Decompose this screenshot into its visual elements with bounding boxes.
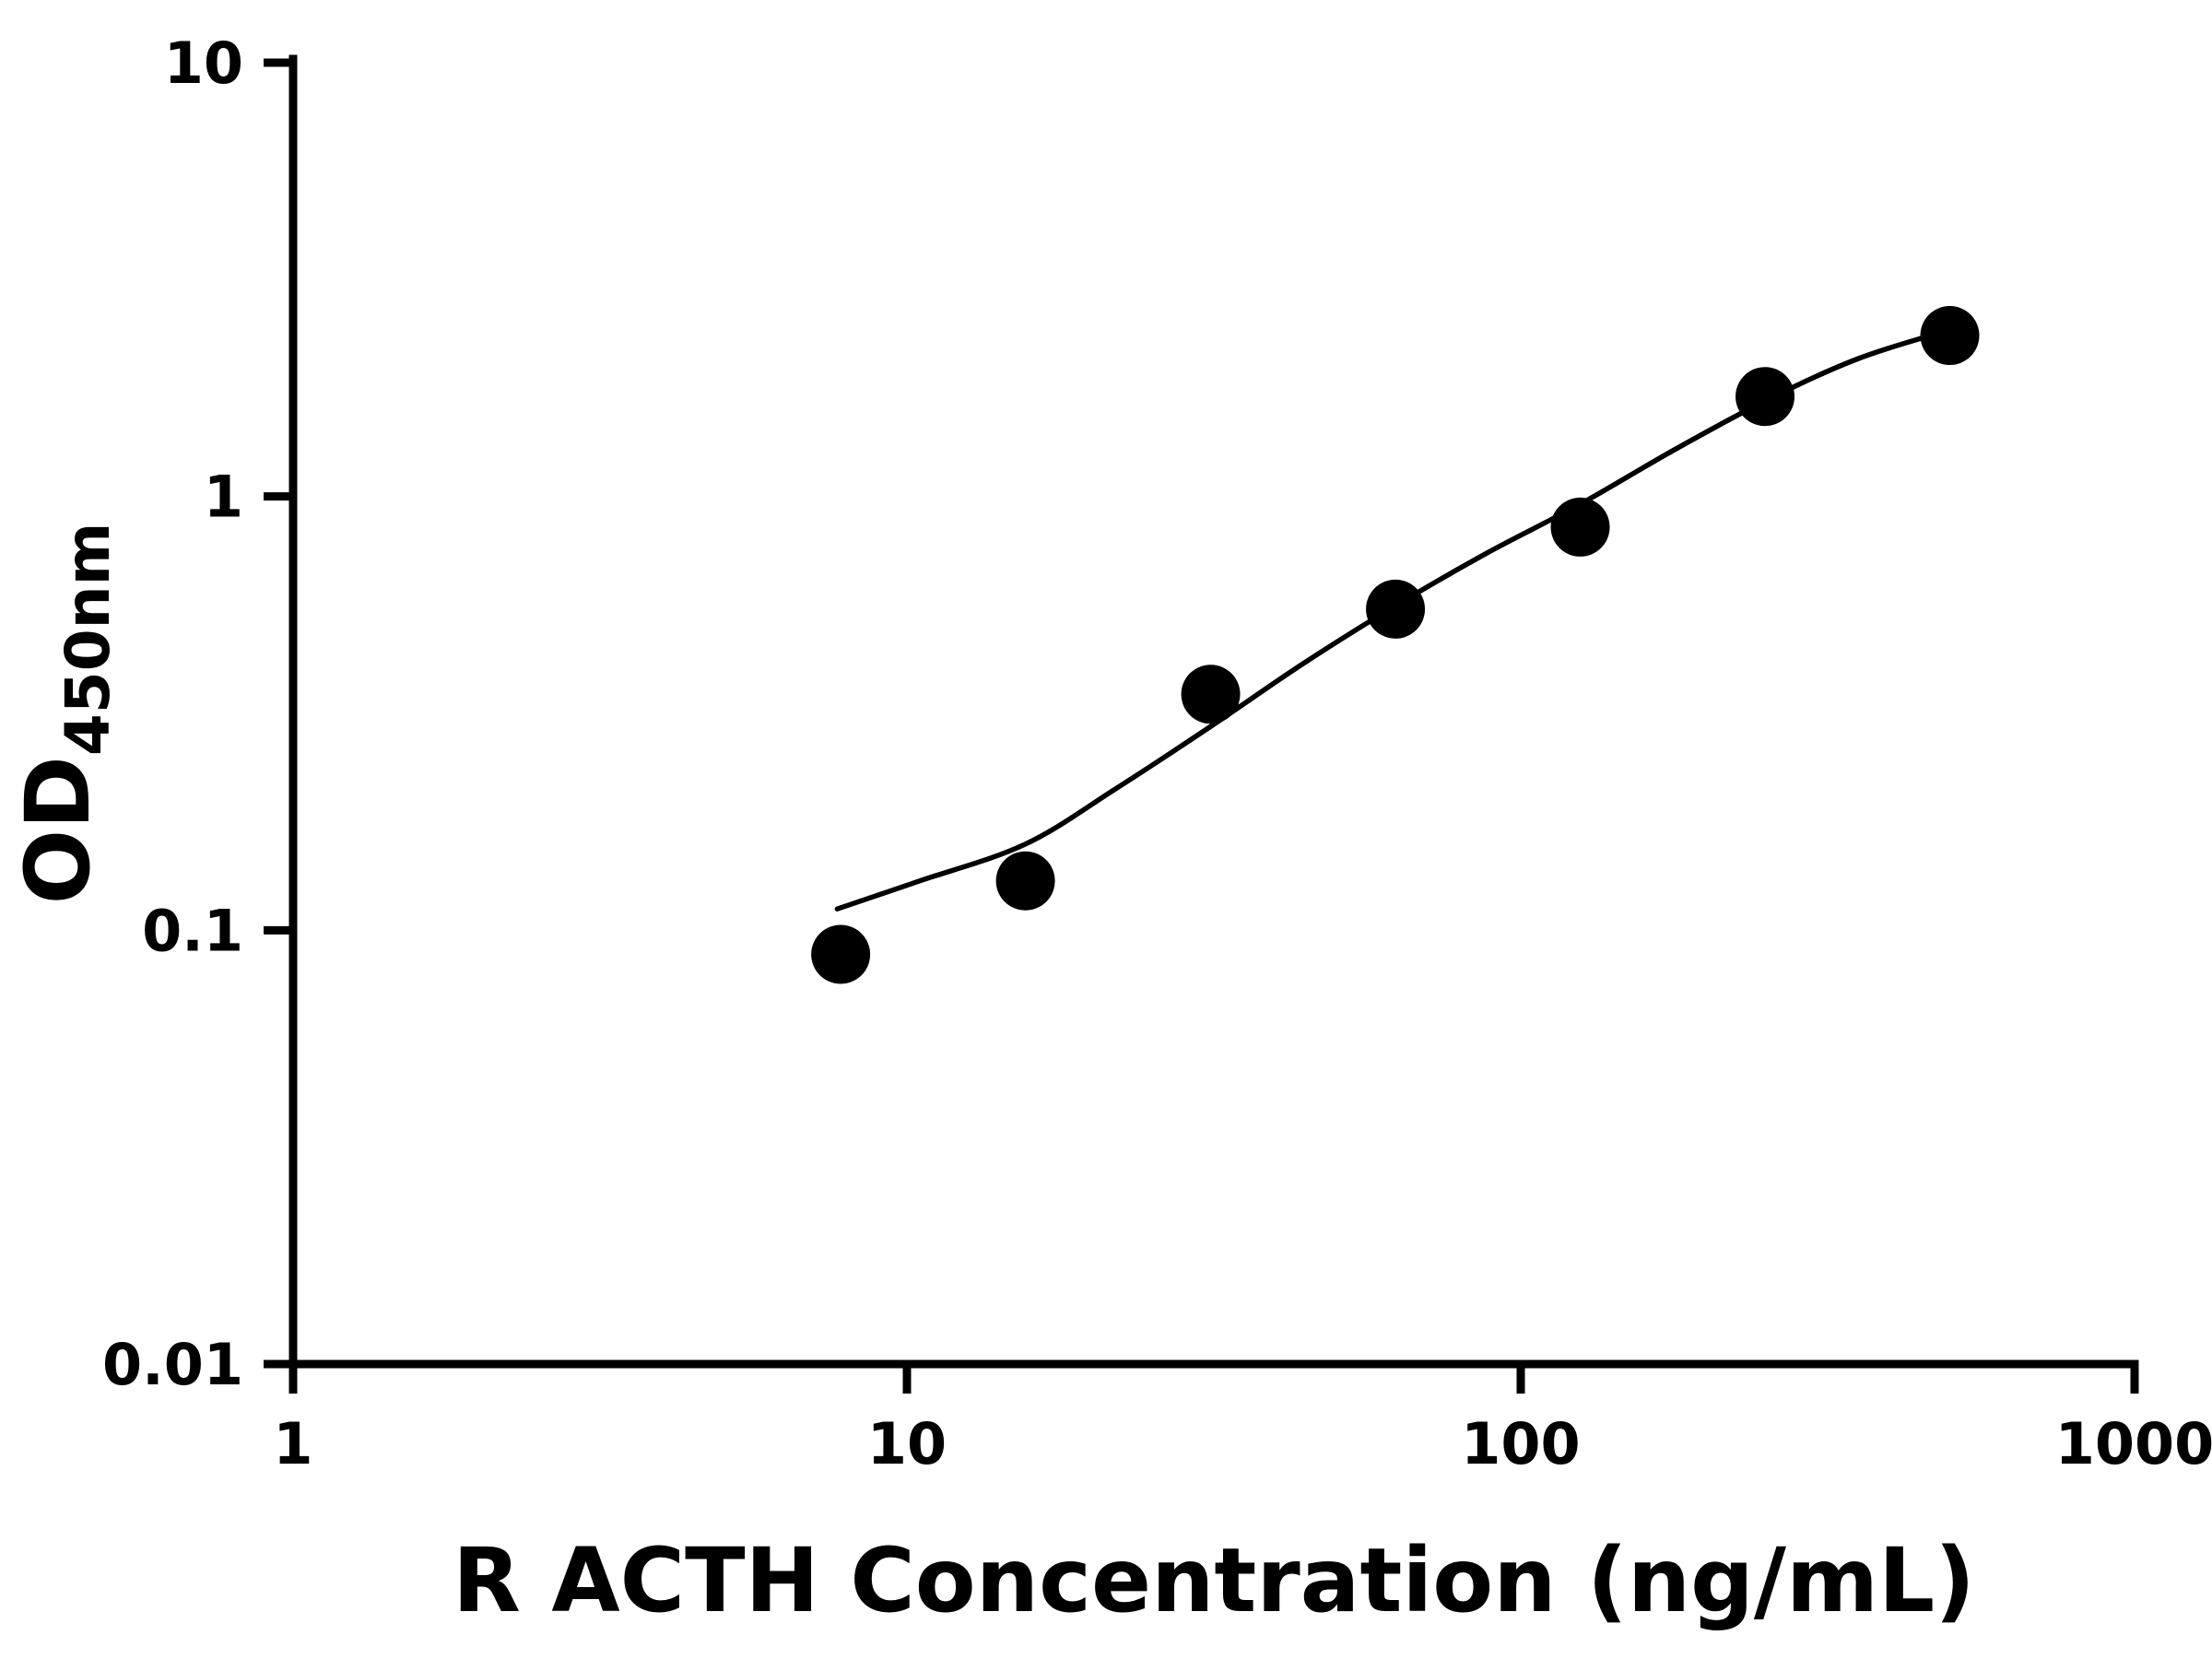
x-tick-label: 10 [867,1410,947,1477]
axis-titles-group: R ACTH Concentration (ng/mL) OD450nm [6,523,1975,1632]
y-axis-title-main: OD [6,756,110,904]
y-tick-label: 0.01 [102,1331,243,1398]
tick-labels-group: 1 10 100 1000 10 1 0.1 0.01 [102,29,2212,1477]
y-axis-title: OD450nm [6,523,124,905]
x-tick-label: 1000 [2055,1410,2212,1477]
y-tick-label: 0.1 [142,897,243,964]
data-point [1920,306,1980,366]
data-point [1181,665,1241,724]
data-point [811,924,871,984]
y-axis-title-sub: 450nm [53,523,124,757]
data-point [1366,579,1426,639]
data-point [1550,497,1610,557]
x-tick-label: 100 [1461,1410,1580,1477]
x-axis-title: R ACTH Concentration (ng/mL) [453,1529,1975,1632]
data-point [1735,367,1795,427]
y-tick-label: 1 [204,464,243,531]
data-point [995,851,1055,911]
y-tick-label: 10 [164,29,243,97]
data-points-group [811,306,1980,984]
axes-group [264,54,2139,1394]
x-tick-label: 1 [273,1410,312,1477]
